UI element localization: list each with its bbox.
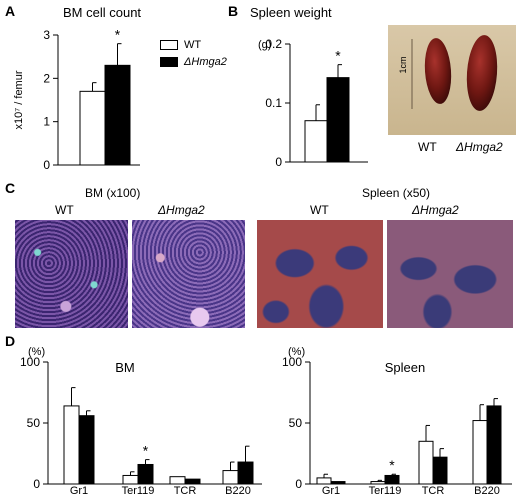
panel-a-ylabel: x10⁷ / femur (13, 70, 25, 129)
bar-b-mut (326, 77, 350, 163)
category-label-d-spleen: Gr1 (322, 485, 340, 497)
spleen-photo (388, 25, 516, 135)
y-tick-label-d-bm: 50 (27, 416, 41, 430)
y-tick-label-d-bm: 100 (20, 355, 40, 369)
bar-d-bm-mut (78, 415, 95, 485)
chart-a: 0 1 2 3 * (43, 27, 140, 172)
legend: WT ΔHmga2 (160, 36, 227, 70)
panel-d-spleen-unit: (%) (288, 346, 305, 358)
bar-a-mut (104, 64, 131, 166)
bar-d-bm-mut (137, 463, 154, 485)
bar-d-spleen-mut (384, 474, 400, 485)
legend-item-wt: WT (160, 36, 227, 53)
y-tick-label-d-spleen: 100 (282, 355, 302, 369)
legend-label-wt: WT (184, 38, 202, 51)
histology-spleen-mut (387, 220, 513, 328)
panel-a-title: BM cell count (63, 5, 142, 20)
panel-d-bm-unit: (%) (28, 346, 45, 358)
panel-d-spleen-title: Spleen (385, 360, 425, 375)
category-label-d-spleen: B220 (474, 485, 500, 497)
bar-d-bm-wt (122, 474, 139, 485)
chart-d-spleen: 0 50 100 Gr1 Ter119 TCR B220 * (282, 355, 512, 497)
bar-d-spleen-mut (330, 481, 346, 485)
spleen-mut-image (466, 35, 498, 111)
panel-letter-a: A (5, 3, 16, 19)
bar-d-bm-mut (184, 478, 201, 485)
category-label-d-bm: Gr1 (70, 485, 88, 497)
panel-c-spleen-title: Spleen (x50) (362, 186, 431, 200)
bar-d-spleen-wt (316, 477, 332, 485)
spleen-photo-svg (411, 35, 498, 111)
y-tick-label-b: 0 (275, 155, 282, 169)
histology-spleen-wt (257, 220, 383, 328)
bar-d-spleen-mut (486, 405, 502, 485)
chart-d-bm: 0 50 100 Gr1 Ter119 TCR B220 * (20, 355, 262, 497)
bar-b-wt (304, 120, 328, 163)
y-tick-label-d-spleen: 50 (289, 416, 303, 430)
panel-d-bm-title: BM (115, 360, 135, 375)
bar-d-bm-wt (63, 405, 80, 485)
panel-b-title: Spleen weight (250, 5, 332, 20)
category-label-d-bm: Ter119 (122, 485, 155, 497)
y-tick-label-a: 3 (43, 28, 50, 42)
bar-d-spleen-wt (418, 440, 434, 485)
significance-marker-a: * (115, 27, 121, 43)
bar-d-spleen-wt (472, 420, 488, 485)
bar-a-wt (79, 90, 106, 166)
panel-letter-c: C (5, 180, 16, 196)
panel-c-bm-wt-label: WT (55, 203, 74, 217)
panel-letter-d: D (5, 333, 16, 349)
bar-d-bm-wt (222, 470, 239, 485)
panel-c-sp-mut-label: ΔHmga2 (412, 203, 459, 217)
y-tick-label-d-spleen: 0 (295, 477, 302, 491)
panel-b-unit: (g) (258, 39, 271, 51)
histology-bm-wt (15, 220, 128, 328)
bar-d-spleen-wt (370, 481, 386, 485)
y-tick-label-b: 0.1 (265, 96, 282, 110)
y-tick-label-b: 0.2 (265, 37, 282, 51)
y-tick-label-a: 1 (43, 115, 50, 129)
y-tick-label-a: 2 (43, 71, 50, 85)
panel-letter-b: B (228, 3, 239, 19)
panel-c-bm-mut-label: ΔHmga2 (158, 203, 205, 217)
histology-bm-mut (132, 220, 245, 328)
panel-c-bm-title: BM (x100) (85, 186, 141, 200)
bar-d-spleen-mut (432, 456, 448, 485)
chart-b: 0 0.1 0.2 * (265, 37, 368, 169)
category-label-d-spleen: Ter119 (369, 485, 402, 497)
category-label-d-spleen: TCR (422, 485, 445, 497)
significance-marker-b: * (335, 48, 341, 64)
category-label-d-bm: B220 (225, 485, 251, 497)
legend-label-mut: ΔHmga2 (184, 55, 227, 68)
spleen-wt-image (424, 38, 452, 104)
y-tick-label-a: 0 (43, 158, 50, 172)
scale-bar-label: 1cm (398, 56, 408, 74)
significance-marker-d-bm: * (143, 443, 149, 459)
legend-item-mut: ΔHmga2 (160, 53, 227, 70)
significance-marker-d-spleen: * (389, 457, 395, 473)
photo-label-mut: ΔHmga2 (456, 140, 503, 154)
category-label-d-bm: TCR (174, 485, 197, 497)
photo-label-wt: WT (418, 140, 437, 154)
legend-swatch-wt (160, 39, 178, 50)
legend-swatch-mut (160, 56, 178, 67)
bar-d-bm-wt (169, 476, 186, 485)
panel-c-sp-wt-label: WT (310, 203, 329, 217)
bar-d-bm-mut (237, 461, 254, 485)
y-tick-label-d-bm: 0 (33, 477, 40, 491)
